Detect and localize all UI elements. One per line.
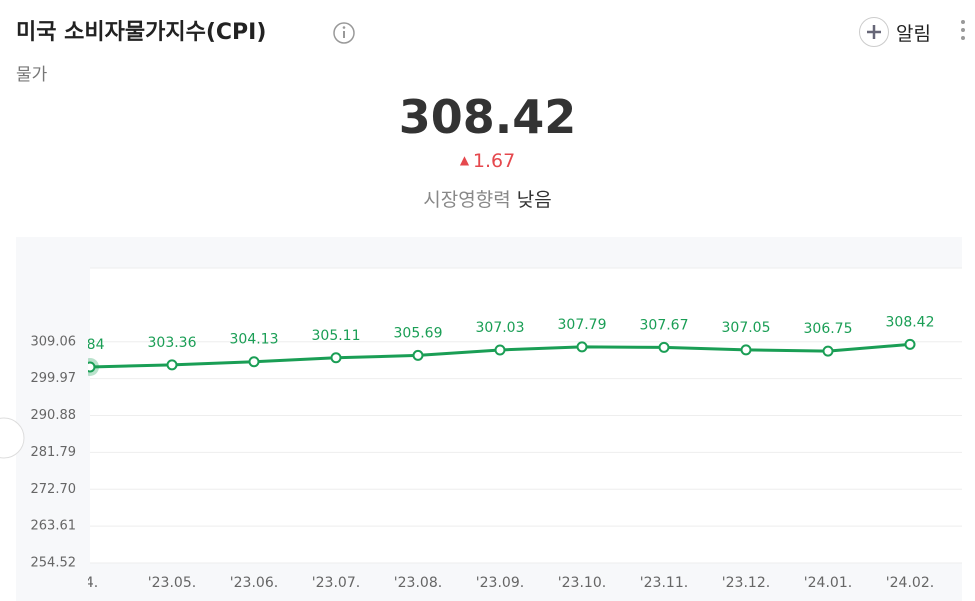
info-icon[interactable] [332, 21, 356, 45]
x-tick-label: '23.06. [230, 575, 278, 591]
value-label: 307.67 [640, 317, 689, 333]
x-tick-label: '23.12. [722, 575, 770, 591]
x-tick-label: '23.09. [476, 575, 524, 591]
x-tick-label: '23.10. [558, 575, 606, 591]
x-tick-label: '23.08. [394, 575, 442, 591]
change-value: 1.67 [472, 150, 516, 172]
value-label: 306.75 [804, 321, 853, 337]
value-label: 302.84 [56, 337, 105, 353]
impact: 시장영향력 낮음 [0, 185, 975, 212]
impact-label: 시장영향력 [423, 189, 511, 211]
x-tick-label: '24.02. [886, 575, 934, 591]
x-tick-label: '23.04. [50, 575, 98, 591]
y-tick-label: 290.88 [31, 408, 77, 423]
x-tick-label: '24.01. [804, 575, 852, 591]
value-label: 304.13 [230, 332, 279, 348]
prev-button[interactable] [0, 417, 25, 459]
more-icon[interactable] [958, 18, 968, 42]
value-label: 307.05 [722, 320, 771, 336]
y-tick-label: 263.61 [31, 519, 77, 534]
x-tick-label: '23.05. [148, 575, 196, 591]
title: 미국 소비자물가지수(CPI) [16, 20, 267, 45]
value-label: 307.03 [476, 320, 525, 336]
current-value: 308.42 [398, 90, 577, 144]
y-tick-label: 309.06 [31, 334, 77, 349]
point [412, 349, 424, 361]
x-tick-label: '23.11. [640, 575, 688, 591]
alert-label: 알림 [896, 22, 931, 45]
subtitle: 물가 [16, 65, 48, 85]
change: ▲ 1.67 [459, 150, 516, 172]
point [904, 338, 916, 350]
y-tick-label: 254.52 [31, 556, 77, 571]
x-tick-label: '23.07. [312, 575, 360, 591]
point [248, 356, 260, 368]
point [740, 344, 752, 356]
y-tick-label: 281.79 [31, 445, 77, 460]
plus-icon [859, 17, 889, 47]
impact-value: 낮음 [516, 189, 552, 211]
y-tick-label: 299.97 [31, 371, 77, 386]
point [576, 341, 588, 353]
point [658, 341, 670, 353]
value-label: 305.11 [312, 328, 361, 344]
point [822, 345, 834, 357]
value-label: 303.36 [148, 335, 197, 351]
value-label: 307.79 [558, 317, 607, 333]
point [166, 359, 178, 371]
value-label: 308.42 [886, 314, 935, 330]
y-tick-label: 272.70 [31, 482, 77, 497]
point [494, 344, 506, 356]
alert-button[interactable]: 알림 [858, 16, 931, 48]
point [88, 361, 96, 373]
point [330, 352, 342, 364]
value-label: 305.69 [394, 325, 443, 341]
